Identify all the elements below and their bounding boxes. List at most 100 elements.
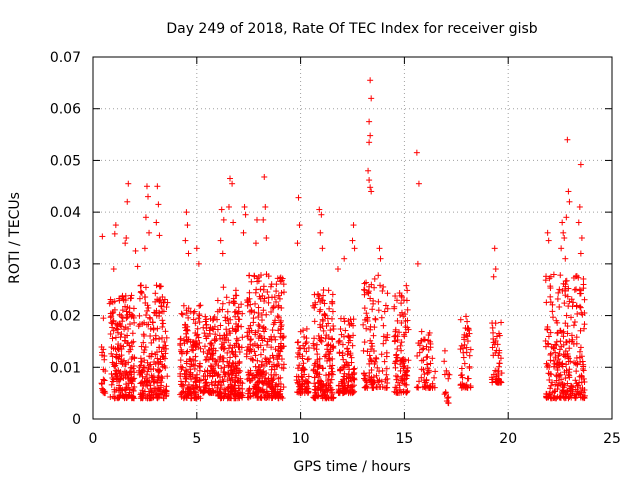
data-point	[296, 351, 303, 358]
data-point	[296, 222, 303, 229]
data-point	[398, 347, 405, 354]
data-point	[179, 389, 186, 396]
data-point	[200, 324, 207, 331]
data-point	[244, 343, 251, 350]
data-point	[573, 340, 580, 347]
data-point	[227, 354, 234, 361]
data-point	[224, 349, 231, 356]
data-point	[192, 378, 199, 385]
data-point	[232, 287, 239, 294]
data-point	[492, 349, 499, 356]
data-point	[127, 321, 134, 328]
data-point	[573, 334, 580, 341]
data-point	[230, 351, 237, 358]
data-point	[461, 336, 468, 343]
data-point	[559, 363, 566, 370]
data-point	[303, 325, 310, 332]
data-point	[327, 327, 334, 334]
data-point	[558, 245, 565, 252]
data-point	[180, 388, 187, 395]
data-point	[268, 281, 275, 288]
data-point	[403, 389, 410, 396]
data-point	[382, 302, 389, 309]
data-point	[570, 322, 577, 329]
data-point	[361, 339, 368, 346]
data-point	[350, 222, 357, 229]
data-point	[321, 300, 328, 307]
data-point	[576, 287, 583, 294]
data-point	[148, 374, 155, 381]
data-point	[320, 287, 327, 294]
data-point	[118, 323, 125, 330]
data-point	[492, 337, 499, 344]
data-point	[337, 325, 344, 332]
data-point	[416, 378, 423, 385]
y-axis-label: ROTI / TECUs	[7, 192, 23, 284]
data-point	[444, 395, 451, 402]
data-point	[459, 371, 466, 378]
data-point	[571, 319, 578, 326]
data-point	[576, 348, 583, 355]
data-point	[296, 362, 303, 369]
data-point	[123, 385, 130, 392]
data-point	[122, 338, 129, 345]
data-point	[552, 388, 559, 395]
chart-title: Day 249 of 2018, Rate Of TEC Index for r…	[166, 21, 537, 37]
data-point	[498, 319, 505, 326]
data-point	[322, 351, 329, 358]
data-point	[402, 371, 409, 378]
data-point	[113, 375, 120, 382]
data-point	[108, 350, 115, 357]
data-point	[262, 203, 269, 210]
data-point	[156, 232, 163, 239]
data-point	[163, 334, 170, 341]
data-point	[236, 360, 243, 367]
data-point	[566, 198, 573, 205]
data-point	[560, 229, 567, 236]
data-point	[131, 375, 138, 382]
data-point	[567, 382, 574, 389]
data-point	[280, 361, 287, 368]
data-point	[325, 320, 332, 327]
data-point	[548, 371, 555, 378]
data-point	[119, 360, 126, 367]
data-point	[366, 139, 373, 146]
data-point	[446, 371, 453, 378]
data-point	[312, 299, 319, 306]
data-point	[162, 387, 169, 394]
data-point	[235, 369, 242, 376]
data-point	[218, 341, 225, 348]
data-point	[545, 237, 552, 244]
data-point	[431, 384, 438, 391]
data-point	[429, 355, 436, 362]
data-point	[277, 374, 284, 381]
data-point	[190, 316, 197, 323]
data-point	[394, 345, 401, 352]
data-point	[268, 308, 275, 315]
data-point	[312, 389, 319, 396]
data-point	[236, 348, 243, 355]
data-point	[253, 391, 260, 398]
data-point	[100, 366, 107, 373]
data-point	[326, 305, 333, 312]
data-point	[252, 300, 259, 307]
data-point	[317, 229, 324, 236]
data-point	[300, 327, 307, 334]
data-point	[559, 219, 566, 226]
data-point	[190, 339, 197, 346]
data-point	[147, 333, 154, 340]
data-point	[256, 323, 263, 330]
data-point	[329, 355, 336, 362]
data-point	[312, 383, 319, 390]
data-point	[568, 332, 575, 339]
data-point	[398, 292, 405, 299]
data-point	[349, 371, 356, 378]
data-point	[191, 308, 198, 315]
data-point	[177, 373, 184, 380]
data-point	[260, 380, 267, 387]
data-point	[246, 348, 253, 355]
data-point	[363, 325, 370, 332]
data-point	[427, 360, 434, 367]
data-point	[297, 385, 304, 392]
data-point	[181, 371, 188, 378]
